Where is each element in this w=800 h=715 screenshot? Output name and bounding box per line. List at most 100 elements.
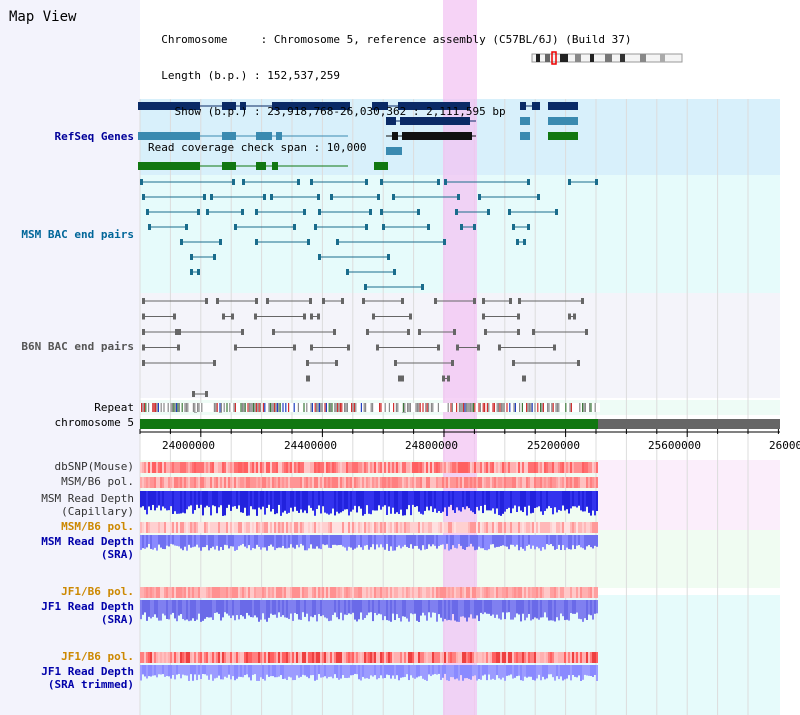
depth-bar (254, 491, 256, 510)
depth-bar (372, 600, 374, 622)
repeat-element (552, 403, 554, 412)
depth-bar (310, 535, 312, 545)
gene-exon (402, 132, 472, 140)
depth-bar (372, 491, 374, 511)
heat-cell (328, 477, 330, 488)
heat-cell (150, 587, 152, 598)
depth-bar (314, 665, 316, 681)
heat-cell (294, 652, 296, 663)
heat-cell (252, 587, 254, 598)
track-label-refseq[interactable]: RefSeq Genes (54, 130, 134, 143)
heat-cell (398, 652, 400, 663)
depth-bar (528, 665, 530, 677)
heat-cell (222, 522, 224, 533)
depth-bar (276, 600, 278, 618)
depth-bar (208, 600, 210, 618)
depth-bar (188, 491, 190, 507)
heat-cell (288, 477, 290, 488)
heat-cell (148, 652, 150, 663)
heat-cell (318, 462, 320, 473)
heat-cell (236, 652, 238, 663)
depth-bar (494, 491, 496, 514)
depth-bar (582, 665, 584, 680)
heat-cell (178, 462, 180, 473)
depth-bar (206, 491, 208, 506)
bac-end-mark (455, 209, 458, 215)
repeat-element (314, 403, 316, 412)
heat-cell (430, 652, 432, 663)
depth-bar (362, 600, 364, 620)
depth-bar (588, 600, 590, 615)
repeat-element (274, 403, 276, 412)
depth-bar (210, 665, 212, 675)
depth-bar (376, 600, 378, 616)
depth-bar (272, 491, 274, 510)
depth-bar (378, 665, 380, 679)
heat-cell (212, 587, 214, 598)
bac-end-mark (142, 313, 145, 320)
heat-cell (544, 462, 546, 473)
repeat-element (268, 403, 270, 412)
heat-cell (520, 652, 522, 663)
bac-end-mark (365, 224, 368, 230)
repeat-element (506, 403, 508, 412)
heat-cell (354, 462, 356, 473)
bac-end-mark (219, 239, 222, 245)
heat-cell (152, 652, 154, 663)
heat-cell (414, 652, 416, 663)
ruler-tick-label: 24800000 (405, 439, 458, 452)
depth-bar (234, 665, 236, 681)
ruler-tick-label: 26000000 (769, 439, 800, 452)
heat-cell (348, 477, 350, 488)
heat-cell (562, 462, 564, 473)
heat-cell (428, 652, 430, 663)
repeat-element (317, 403, 319, 412)
gene-exon (256, 162, 266, 170)
heat-cell (154, 462, 156, 473)
depth-bar (192, 491, 194, 514)
heat-cell (274, 587, 276, 598)
repeat-element (537, 403, 539, 412)
depth-bar (460, 535, 462, 546)
depth-bar (402, 535, 404, 547)
heat-cell (438, 462, 440, 473)
depth-bar (142, 535, 144, 549)
depth-bar (582, 535, 584, 549)
depth-bar (294, 665, 296, 681)
heat-cell (560, 477, 562, 488)
depth-bar (344, 491, 346, 510)
track-label-b6n-bac[interactable]: B6N BAC end pairs (21, 340, 134, 353)
track-label-msm-bac[interactable]: MSM BAC end pairs (21, 228, 134, 241)
heat-cell (454, 587, 456, 598)
depth-bar (262, 535, 264, 548)
heat-cell (542, 477, 544, 488)
repeat-element (148, 403, 150, 412)
depth-bar (438, 665, 440, 674)
depth-bar (234, 491, 236, 507)
depth-bar (184, 535, 186, 547)
bac-end-mark (297, 179, 300, 185)
heat-cell (456, 652, 458, 663)
repeat-element (583, 403, 585, 412)
gene-exon (222, 162, 236, 170)
depth-bar (476, 491, 478, 507)
heat-cell (370, 652, 372, 663)
depth-bar (556, 535, 558, 550)
bac-end-mark (517, 313, 520, 320)
depth-bar (516, 491, 518, 512)
depth-bar (422, 491, 424, 515)
heat-cell (556, 462, 558, 473)
heat-cell (498, 652, 500, 663)
depth-bar (178, 600, 180, 616)
depth-bar (532, 535, 534, 546)
bac-end-mark (595, 179, 598, 185)
heat-cell (388, 462, 390, 473)
depth-bar (414, 491, 416, 507)
heat-cell (358, 462, 360, 473)
depth-bar (198, 665, 200, 675)
depth-bar (238, 491, 240, 506)
bac-end-mark (266, 298, 269, 304)
heat-cell (140, 477, 142, 488)
depth-bar (280, 491, 282, 516)
